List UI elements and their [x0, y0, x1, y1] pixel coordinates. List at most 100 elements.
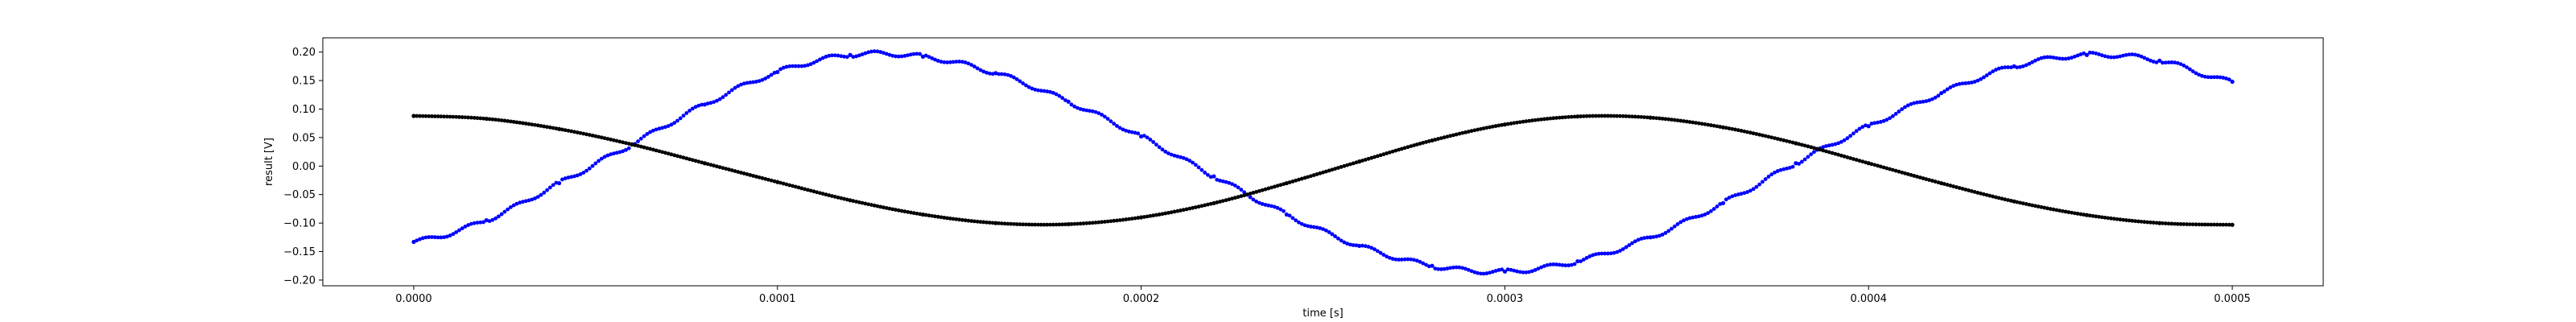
y-tick-label: 0.20 [292, 47, 316, 59]
data-point [1105, 117, 1110, 122]
data-point [1284, 180, 1289, 186]
data-point [784, 182, 789, 187]
data-point [1927, 178, 1931, 182]
data-point [1154, 213, 1158, 217]
data-point [1554, 262, 1558, 266]
data-point [1802, 143, 1807, 148]
data-point [1563, 115, 1568, 119]
data-point [1196, 204, 1201, 209]
data-point [960, 60, 964, 64]
data-point [1212, 200, 1216, 205]
data-point [1133, 216, 1137, 221]
data-point [1257, 188, 1261, 193]
data-point [811, 60, 816, 65]
data-point [2145, 220, 2150, 225]
data-point [2021, 201, 2025, 206]
data-point [1191, 205, 1195, 210]
data-point [1454, 265, 1459, 270]
data-point [1169, 210, 1174, 215]
data-point [442, 235, 447, 240]
y-tick-label: −0.05 [283, 189, 316, 201]
data-point [2039, 204, 2044, 209]
data-point [839, 54, 844, 59]
data-point [1224, 180, 1228, 184]
data-point [1084, 108, 1089, 113]
data-point [1991, 194, 1995, 199]
data-point [1266, 186, 1271, 191]
data-point [669, 122, 674, 127]
data-point [766, 177, 770, 182]
data-point [581, 131, 586, 136]
data-point [1036, 88, 1040, 93]
data-point [902, 53, 907, 58]
data-point [1567, 263, 1571, 268]
data-point [1942, 89, 1946, 93]
data-point [1860, 159, 1865, 164]
data-point [1739, 129, 1744, 133]
data-point [1821, 148, 1826, 153]
data-point [1215, 177, 1220, 182]
data-point [715, 98, 719, 103]
data-point [872, 203, 877, 208]
data-point [2051, 56, 2056, 60]
data-point [454, 230, 459, 234]
data-point [2112, 217, 2116, 221]
data-point [1581, 114, 1586, 118]
data-point [1560, 115, 1565, 120]
data-point [2218, 222, 2223, 227]
data-point [1724, 126, 1728, 130]
data-point [1785, 138, 1789, 143]
data-point [1172, 209, 1177, 214]
data-point [1378, 153, 1383, 158]
data-point [2178, 221, 2183, 226]
data-point [415, 238, 419, 243]
data-point [990, 72, 995, 76]
data-point [1554, 116, 1558, 120]
data-point [1018, 79, 1022, 84]
data-point [1711, 207, 1716, 211]
data-point [1881, 165, 1886, 170]
data-point [1263, 187, 1268, 192]
data-point [2103, 54, 2107, 59]
data-point [947, 217, 952, 221]
data-point [626, 146, 631, 151]
data-point [530, 122, 535, 127]
data-point [666, 124, 671, 128]
data-point [1187, 206, 1192, 211]
data-point [2027, 202, 2032, 207]
data-point [884, 205, 889, 210]
data-point [1596, 251, 1601, 256]
data-point [1848, 156, 1853, 160]
data-point [1096, 220, 1101, 225]
data-point [1942, 182, 1946, 186]
data-point [2118, 54, 2123, 59]
data-point [1836, 152, 1840, 157]
data-point [2206, 75, 2211, 80]
data-point [2163, 60, 2168, 65]
data-point [1769, 135, 1774, 140]
data-point [1587, 254, 1592, 258]
y-tick-label: 0.15 [292, 76, 316, 88]
data-point [2109, 55, 2113, 60]
data-point [1457, 265, 1462, 270]
data-point [1045, 89, 1050, 93]
data-point [478, 116, 483, 121]
data-point [754, 80, 758, 84]
data-point [690, 158, 695, 163]
data-point [1399, 147, 1404, 151]
data-point [1366, 245, 1371, 249]
data-point [1373, 155, 1377, 159]
data-point [763, 76, 768, 80]
data-point [978, 68, 983, 72]
data-point [1938, 91, 1944, 96]
data-point [2063, 56, 2068, 61]
data-point [1587, 114, 1592, 118]
data-point [448, 114, 452, 119]
data-point [775, 180, 780, 184]
data-point [1287, 180, 1292, 184]
data-point [1203, 203, 1208, 208]
data-point [423, 114, 428, 118]
data-point [2133, 52, 2137, 57]
data-point [1890, 114, 1895, 118]
data-point [2070, 210, 2074, 215]
